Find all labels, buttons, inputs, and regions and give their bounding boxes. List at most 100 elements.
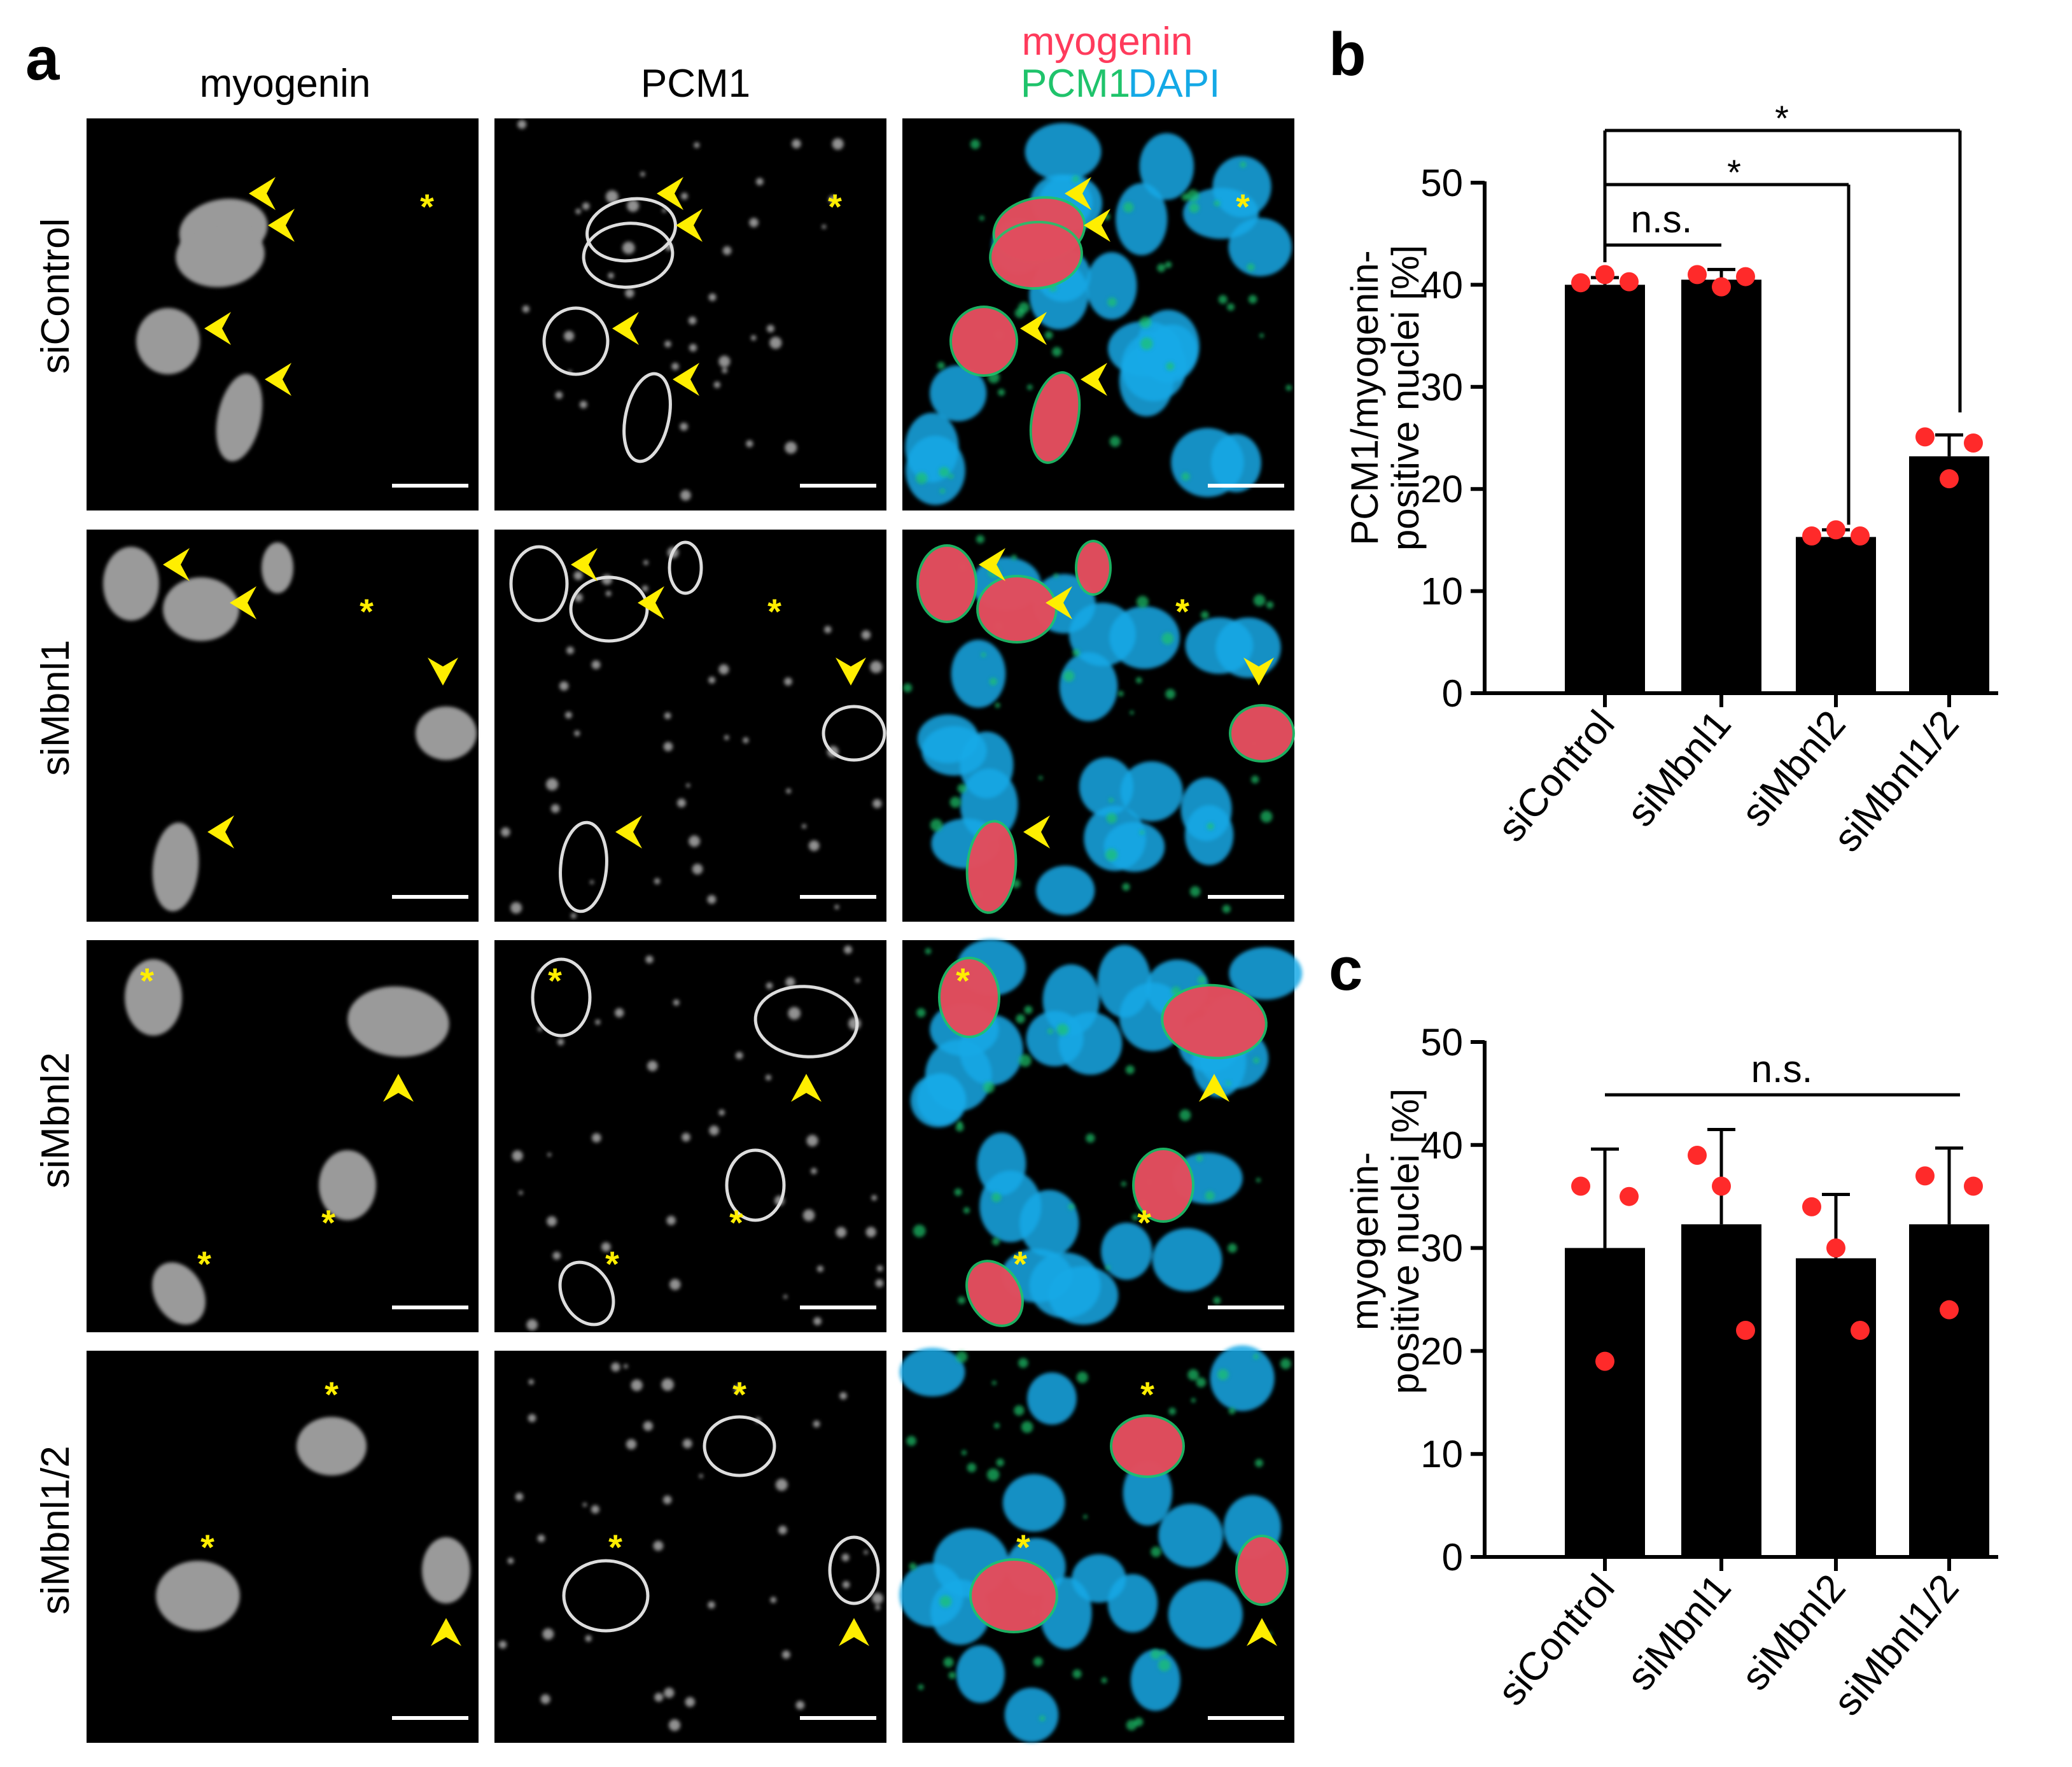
y-tick-label: 40 <box>1420 1124 1463 1167</box>
pcm1-speck <box>1107 297 1117 307</box>
pcm1-speck <box>1255 1459 1263 1467</box>
pcm1-nuclear-envelope <box>582 222 675 289</box>
pcm1-speck <box>1201 610 1209 619</box>
asterisk-marker: * <box>732 1374 746 1414</box>
pcm1-speck <box>680 422 688 431</box>
dapi-nucleus <box>1048 1266 1119 1325</box>
pcm1-speck <box>1217 1369 1229 1381</box>
myogenin-nucleus <box>125 959 182 1036</box>
pcm1-speck <box>537 1534 545 1542</box>
asterisk-marker: * <box>1013 1244 1027 1284</box>
pcm1-speck <box>1019 1054 1032 1067</box>
pcm1-nuclear-envelope <box>822 705 886 762</box>
pcm1-speck <box>876 1265 883 1272</box>
pcm1-speck <box>510 902 522 914</box>
x-tick-label-group: siControl <box>1490 703 1623 850</box>
pcm1-speck <box>547 1216 557 1227</box>
arrowhead-marker <box>268 209 295 242</box>
pcm1-speck <box>872 799 882 808</box>
pcm1-speck <box>991 1237 1000 1246</box>
asterisk-marker: * <box>1175 591 1189 631</box>
myogenin-nucleus <box>103 547 159 621</box>
data-point <box>1736 1321 1755 1341</box>
micrograph-background <box>494 530 886 922</box>
pcm1-speck <box>641 585 648 592</box>
pcm1-nuclear-envelope <box>558 1260 615 1327</box>
pcm1-speck <box>1026 384 1033 390</box>
row-label-simbnl1: siMbnl1 <box>34 640 78 776</box>
pcm1-speck <box>707 895 717 905</box>
pcm1-speck <box>813 1317 822 1325</box>
data-point <box>1712 1176 1731 1196</box>
pcm1-speck <box>998 388 1005 396</box>
pcm1-speck <box>708 676 716 684</box>
data-point <box>1595 1351 1614 1371</box>
pcm1-speck <box>689 344 697 352</box>
pcm1-speck <box>872 1593 883 1604</box>
pcm1-speck <box>808 840 820 852</box>
pcm1-speck <box>813 1420 820 1428</box>
micrograph-sicontrol-merge: * <box>902 118 1294 510</box>
pcm1-speck <box>1018 302 1030 313</box>
arrowhead-marker <box>657 177 683 210</box>
dapi-nucleus <box>1229 947 1303 1000</box>
pcm1-nuclear-envelope <box>585 197 677 263</box>
pcm1-speck <box>1213 1297 1221 1304</box>
pcm1-speck <box>1197 976 1207 985</box>
dapi-nucleus <box>1152 1228 1222 1292</box>
asterisk-marker: * <box>360 591 374 631</box>
pcm1-speck <box>591 1505 599 1514</box>
bar-siMbnl1/2 <box>1909 456 1989 693</box>
pcm1-speck <box>1021 1421 1033 1433</box>
pcm1-speck <box>861 630 871 640</box>
pcm1-speck <box>948 474 954 479</box>
pcm1-speck <box>1151 1649 1161 1659</box>
pcm1-speck <box>1181 193 1189 201</box>
arrowhead-marker <box>1243 658 1274 686</box>
y-tick-label: 0 <box>1442 1536 1463 1579</box>
pcm1-speck <box>979 215 984 221</box>
arrowhead-marker <box>265 363 291 396</box>
pcm1-speck <box>1166 362 1175 370</box>
pcm1-speck <box>1191 1398 1196 1403</box>
chart-b-ylabel-line1: PCM1/myogenin- <box>1343 250 1386 546</box>
merge-myogenin-nucleus <box>1135 1150 1192 1220</box>
pcm1-speck <box>559 681 569 691</box>
pcm1-speck <box>963 1207 970 1214</box>
pcm1-speck <box>1253 1057 1259 1064</box>
pcm1-speck <box>1259 333 1264 338</box>
arrowhead-marker <box>836 658 866 686</box>
pcm1-speck <box>1205 1191 1215 1201</box>
pcm1-speck <box>824 626 832 633</box>
x-tick-label-group: siMbnl1 <box>1619 1566 1740 1699</box>
pcm1-speck <box>608 272 614 279</box>
pcm1-speck <box>1121 1181 1126 1186</box>
pcm1-speck <box>765 1074 772 1081</box>
pcm1-speck <box>537 1027 542 1032</box>
pcm1-speck <box>822 224 827 229</box>
arrowhead-marker <box>163 548 190 581</box>
pcm1-speck <box>724 735 729 740</box>
pcm1-speck <box>841 1553 850 1561</box>
pcm1-speck <box>991 1381 997 1386</box>
pcm1-speck <box>848 1017 861 1030</box>
arrowhead-marker <box>791 1074 822 1102</box>
pcm1-speck <box>519 1190 523 1195</box>
pcm1-speck <box>1157 264 1166 272</box>
pcm1-speck <box>993 1423 1000 1429</box>
pcm1-speck <box>943 1657 954 1668</box>
bar-siMbnl2 <box>1796 537 1876 693</box>
pcm1-speck <box>1189 886 1201 897</box>
pcm1-speck <box>769 336 782 349</box>
pcm1-speck <box>623 1364 628 1369</box>
data-point <box>1712 277 1731 297</box>
x-tick-label-group: siControl <box>1490 1566 1623 1714</box>
merge-header-pcm1: PCM1 <box>1021 62 1130 106</box>
pcm1-speck <box>1016 1014 1025 1024</box>
pcm1-speck <box>515 1493 524 1501</box>
merge-myogenin-nucleus <box>991 223 1081 288</box>
pcm1-speck <box>498 1640 507 1649</box>
x-tick-label-group: siMbnl2 <box>1733 703 1854 835</box>
pcm1-speck <box>517 120 527 129</box>
